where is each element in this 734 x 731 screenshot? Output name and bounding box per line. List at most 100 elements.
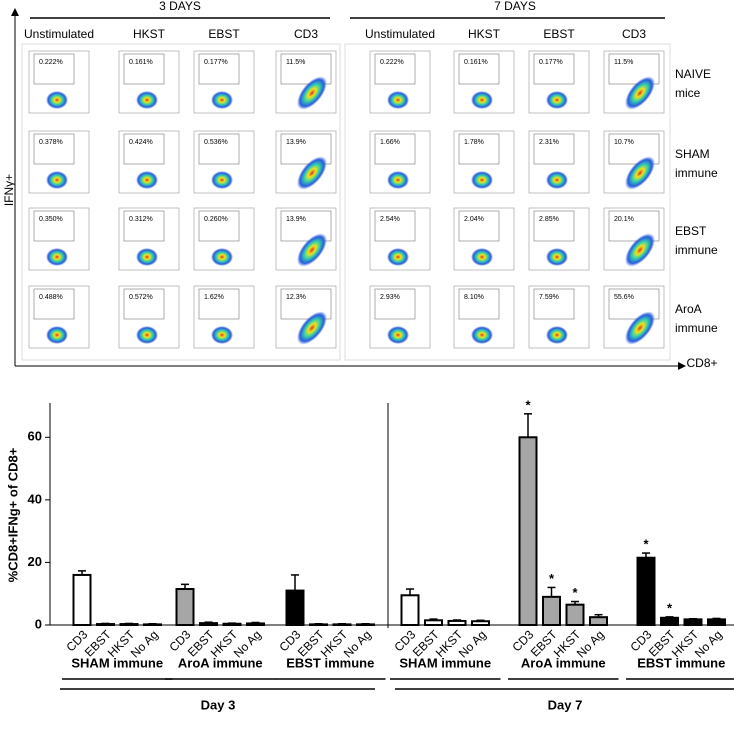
event-cloud (546, 326, 568, 344)
gate-percent: 0.424% (129, 139, 153, 146)
panel-frame (344, 43, 671, 361)
gate (458, 53, 500, 85)
row-label: immune (675, 243, 718, 257)
block-title: 7 DAYS (494, 0, 536, 13)
gate (458, 210, 500, 242)
row-label: SHAM (675, 147, 710, 161)
gate-percent: 0.177% (539, 59, 563, 66)
bar (175, 588, 195, 626)
bar (356, 623, 375, 626)
gate (458, 133, 500, 165)
event-cloud (46, 248, 68, 266)
gate (608, 210, 660, 242)
significance: * (643, 536, 649, 551)
gate-percent: 0.536% (204, 139, 228, 146)
bar (72, 573, 92, 627)
bar (424, 619, 443, 626)
event-cloud (136, 248, 158, 266)
column-label: Unstimulated (24, 27, 94, 41)
gate-percent: 0.260% (204, 216, 228, 223)
gate-percent: 2.04% (464, 216, 484, 223)
event-cloud (297, 233, 327, 267)
gate (198, 53, 240, 85)
event-cloud (136, 91, 158, 109)
gate (198, 133, 240, 165)
bar (660, 616, 679, 626)
bar (96, 623, 115, 626)
column-label: CD3 (294, 27, 318, 41)
gate-percent: 11.5% (286, 59, 305, 66)
bar (222, 622, 242, 627)
gate-percent: 2.54% (380, 216, 400, 223)
significance: * (525, 397, 531, 412)
gate (374, 210, 416, 242)
bar (143, 623, 162, 626)
bar (285, 589, 305, 626)
row-label: mice (675, 86, 701, 100)
event-cloud (546, 91, 568, 109)
significance: * (549, 571, 555, 586)
flow-y-label: IFNγ+ (2, 174, 16, 206)
column-label: HKST (468, 27, 501, 41)
gate (533, 53, 575, 85)
event-cloud (297, 311, 327, 345)
gate-percent: 1.78% (464, 139, 484, 146)
event-cloud (211, 91, 233, 109)
bar (332, 623, 352, 626)
day-label: Day 3 (201, 697, 236, 712)
gate (374, 53, 416, 85)
flow-x-label: CD8+ (686, 356, 717, 370)
bar (309, 623, 328, 626)
gate (280, 133, 332, 165)
gate (458, 288, 500, 320)
gate-percent: 0.161% (464, 59, 488, 66)
gate (608, 53, 660, 85)
bar (518, 436, 538, 626)
column-label: Unstimulated (365, 27, 435, 41)
bar (542, 595, 561, 626)
column-label: EBST (208, 27, 240, 41)
row-label: immune (675, 321, 718, 335)
row-label: immune (675, 166, 718, 180)
bar (565, 603, 585, 627)
gate-percent: 0.161% (129, 59, 153, 66)
y-tick-label: 60 (28, 429, 42, 444)
gate (280, 288, 332, 320)
gate-percent: 20.1% (614, 216, 634, 223)
gate (33, 210, 75, 242)
gate-percent: 11.5% (614, 59, 633, 66)
gate (533, 210, 575, 242)
gate (533, 288, 575, 320)
gate-percent: 55.6% (614, 294, 634, 301)
y-tick-label: 40 (28, 491, 42, 506)
row-label: AroA (675, 302, 702, 316)
gate (198, 288, 240, 320)
row-label: NAIVE (675, 67, 711, 81)
event-cloud (625, 311, 655, 345)
y-tick-label: 20 (28, 554, 42, 569)
gate-percent: 2.93% (380, 294, 400, 301)
event-cloud (387, 91, 409, 109)
gate (33, 133, 75, 165)
gate (123, 288, 165, 320)
bar (400, 594, 420, 626)
bar (589, 616, 608, 627)
panel-frame (21, 43, 341, 361)
event-cloud (387, 248, 409, 266)
event-cloud (46, 91, 68, 109)
bar (447, 619, 467, 627)
gate (123, 133, 165, 165)
event-cloud (471, 171, 493, 189)
event-cloud (211, 171, 233, 189)
bar (707, 618, 726, 627)
gate (374, 133, 416, 165)
bar (199, 622, 218, 627)
gate (33, 288, 75, 320)
gate-percent: 0.312% (129, 216, 153, 223)
event-cloud (625, 76, 655, 110)
event-cloud (46, 171, 68, 189)
column-label: HKST (133, 27, 166, 41)
y-tick-label: 0 (35, 616, 42, 631)
event-cloud (297, 76, 327, 110)
